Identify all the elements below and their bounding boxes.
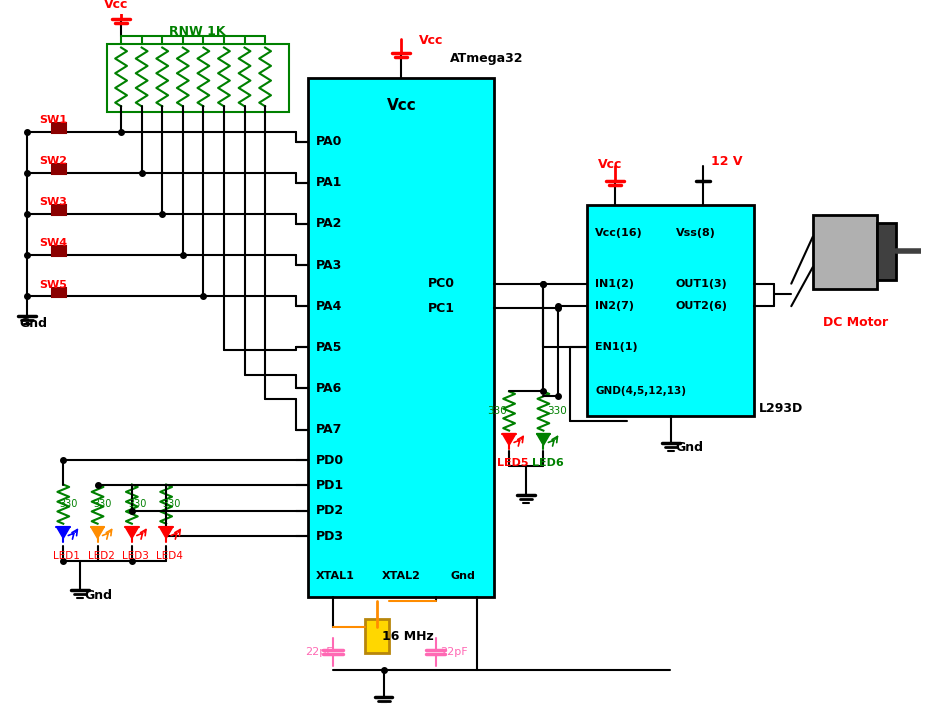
Bar — [813, 215, 877, 289]
Text: GND(4,5,12,13): GND(4,5,12,13) — [595, 386, 686, 396]
Bar — [52, 246, 66, 256]
Text: LED3: LED3 — [122, 551, 149, 561]
Text: PD0: PD0 — [316, 453, 344, 467]
Text: PA3: PA3 — [316, 258, 342, 272]
Text: SW1: SW1 — [39, 115, 67, 125]
Text: SW5: SW5 — [39, 279, 67, 289]
Text: 330: 330 — [94, 499, 112, 509]
Text: PA2: PA2 — [316, 218, 342, 230]
Text: Gnd: Gnd — [450, 571, 475, 581]
Bar — [588, 206, 754, 416]
Text: 16 MHz: 16 MHz — [381, 630, 433, 643]
Text: 330: 330 — [60, 499, 78, 509]
Text: XTAL1: XTAL1 — [316, 571, 355, 581]
Text: EN1(1): EN1(1) — [595, 342, 638, 352]
Text: Vcc: Vcc — [598, 158, 622, 170]
Text: PD1: PD1 — [316, 479, 344, 492]
Text: 12 V: 12 V — [711, 155, 742, 168]
Bar — [365, 619, 389, 653]
Text: PD3: PD3 — [316, 530, 344, 543]
Text: SW2: SW2 — [39, 156, 67, 166]
Text: PA1: PA1 — [316, 176, 342, 189]
Text: DC Motor: DC Motor — [823, 316, 888, 329]
Text: OUT1(3): OUT1(3) — [676, 279, 727, 289]
Text: PD2: PD2 — [316, 505, 344, 517]
Bar — [877, 223, 897, 279]
Text: PA5: PA5 — [316, 341, 342, 354]
Text: L293D: L293D — [759, 401, 804, 415]
Text: PA0: PA0 — [316, 135, 342, 148]
Text: LED4: LED4 — [156, 551, 183, 561]
Text: Gnd: Gnd — [676, 441, 704, 454]
Text: PC0: PC0 — [428, 277, 455, 290]
Text: Vcc(16): Vcc(16) — [595, 227, 643, 238]
Text: XTAL2: XTAL2 — [381, 571, 420, 581]
Polygon shape — [502, 434, 516, 446]
Text: Vcc: Vcc — [103, 0, 127, 11]
Text: PA7: PA7 — [316, 423, 342, 436]
Text: 330: 330 — [548, 406, 567, 416]
Text: PC1: PC1 — [428, 301, 455, 315]
Text: 22pF: 22pF — [305, 647, 333, 657]
Bar — [52, 287, 66, 297]
Bar — [52, 123, 66, 133]
Text: SW3: SW3 — [39, 197, 67, 207]
Text: 330: 330 — [487, 406, 507, 416]
Text: OUT2(6): OUT2(6) — [676, 301, 727, 311]
Text: LED2: LED2 — [87, 551, 114, 561]
Polygon shape — [57, 527, 70, 539]
Text: Vss(8): Vss(8) — [676, 227, 715, 238]
Text: ATmega32: ATmega32 — [450, 52, 524, 65]
Bar — [107, 44, 288, 112]
Text: Vcc: Vcc — [418, 34, 444, 47]
Polygon shape — [125, 527, 139, 539]
Text: Gnd: Gnd — [85, 589, 113, 602]
Text: PA6: PA6 — [316, 382, 342, 395]
Text: PA4: PA4 — [316, 300, 342, 313]
Text: LED1: LED1 — [53, 551, 80, 561]
Text: IN2(7): IN2(7) — [595, 301, 634, 311]
Polygon shape — [537, 434, 551, 446]
Text: 330: 330 — [128, 499, 146, 509]
Text: LED6: LED6 — [532, 458, 564, 468]
Bar — [52, 164, 66, 174]
Bar — [52, 206, 66, 215]
Polygon shape — [91, 527, 104, 539]
Text: LED5: LED5 — [498, 458, 529, 468]
Text: SW4: SW4 — [39, 239, 67, 249]
Text: 330: 330 — [162, 499, 180, 509]
Text: Vcc: Vcc — [387, 98, 417, 113]
Polygon shape — [159, 527, 173, 539]
Bar — [308, 78, 495, 597]
Text: RNW 1K: RNW 1K — [169, 25, 226, 38]
Text: 22pF: 22pF — [441, 647, 468, 657]
Text: IN1(2): IN1(2) — [595, 279, 634, 289]
Text: Gnd: Gnd — [20, 318, 47, 330]
